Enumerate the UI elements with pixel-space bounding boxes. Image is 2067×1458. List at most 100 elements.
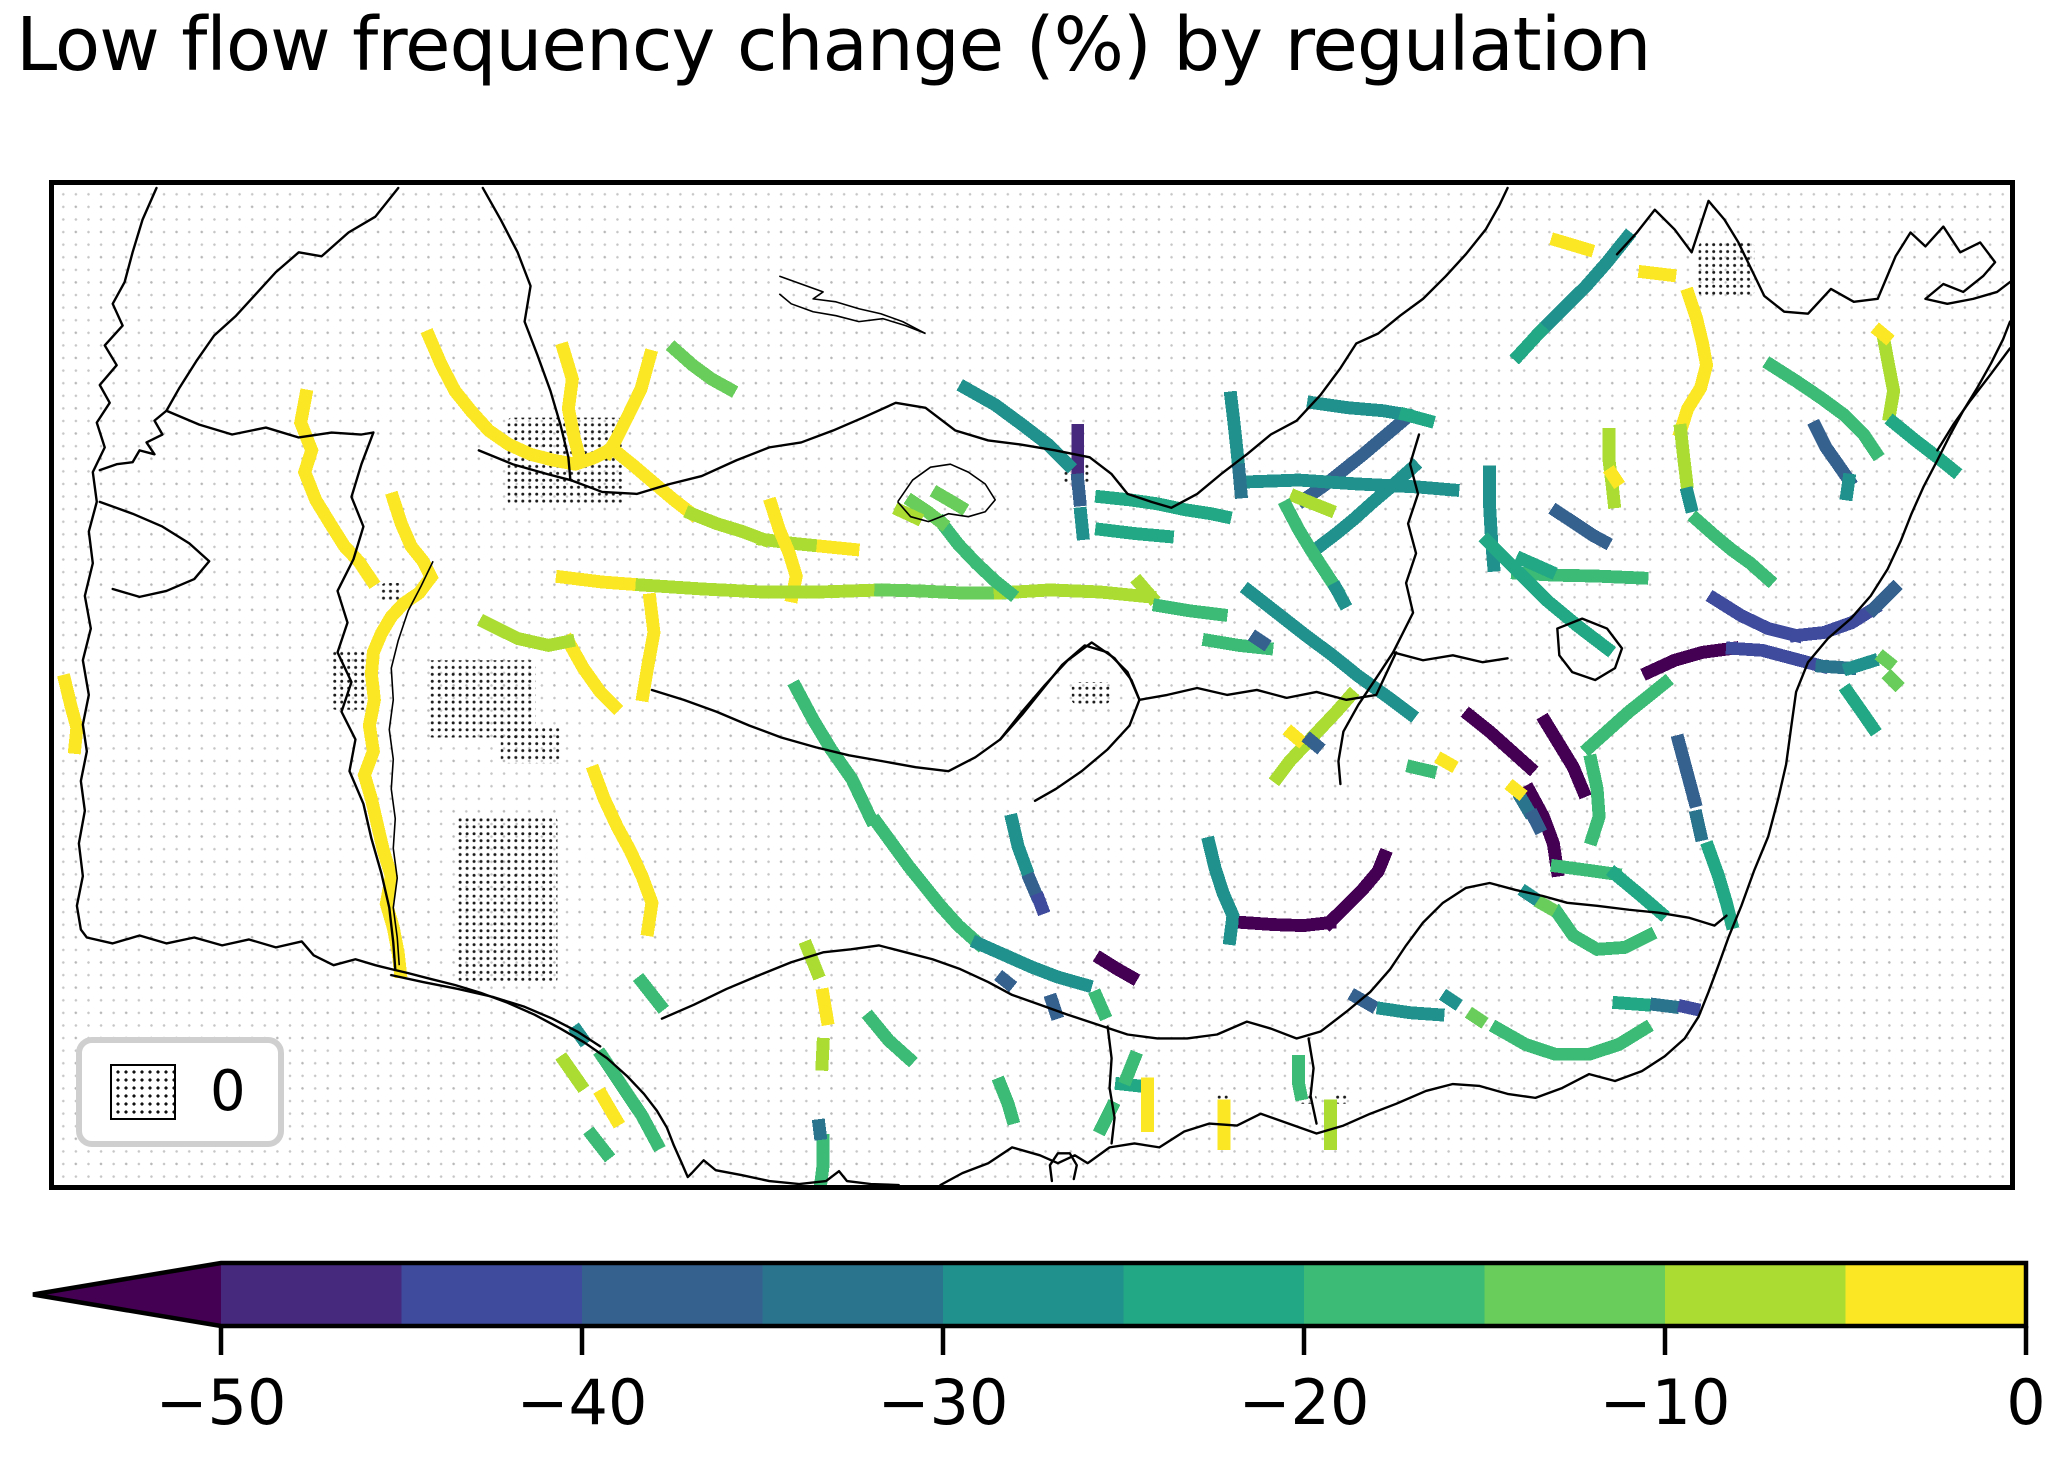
river-segment xyxy=(1070,473,1087,507)
colorbar: −50 −40 −30 −20 −10 0 xyxy=(0,1252,2067,1458)
river-segment xyxy=(1676,999,1702,1017)
river-segment xyxy=(1438,988,1463,1011)
boundary-line xyxy=(1936,347,2010,452)
river-segment xyxy=(1762,356,1885,462)
river-segment xyxy=(603,439,701,523)
river-segment xyxy=(1306,395,1414,423)
river-segment xyxy=(1705,589,1804,644)
river-segment xyxy=(815,987,835,1027)
river-segment xyxy=(1320,847,1393,932)
zero-legend-label: 0 xyxy=(210,1059,246,1124)
colorbar-segment xyxy=(221,1263,403,1326)
river-segment xyxy=(1864,579,1903,618)
river-segment xyxy=(867,813,988,953)
river-segment xyxy=(1223,390,1247,478)
river-segment xyxy=(1510,566,1649,585)
river-segment xyxy=(1231,463,1248,499)
river-segment xyxy=(1612,995,1652,1012)
boundary-line xyxy=(939,320,2010,1185)
river-segment xyxy=(294,388,381,589)
boundary-line xyxy=(390,973,602,1048)
colorbar-segment xyxy=(401,1263,583,1326)
river-segment xyxy=(1807,418,1858,489)
river-segment xyxy=(593,1047,666,1153)
colorbar-segment xyxy=(1304,1263,1486,1326)
river-segment xyxy=(1504,778,1528,801)
river-segment xyxy=(1301,731,1326,755)
boundary-line xyxy=(1307,1037,1318,1125)
river-segment xyxy=(1876,330,1901,423)
river-outline xyxy=(897,463,996,523)
river-segment xyxy=(1282,724,1308,749)
river-segment xyxy=(1870,322,1895,346)
colorbar-tick-label: −20 xyxy=(1239,1366,1370,1439)
river-segment xyxy=(57,673,84,755)
boundary-line xyxy=(98,500,211,599)
river-segment xyxy=(1247,629,1272,652)
river-segment xyxy=(1375,1001,1445,1022)
river-segment xyxy=(929,485,970,516)
stipple-swatch-icon xyxy=(110,1064,176,1120)
river-segment xyxy=(1398,406,1436,429)
river-segment xyxy=(1130,573,1161,606)
stipple-patch xyxy=(457,816,558,984)
boundary-line xyxy=(1337,433,1421,786)
boundary-line xyxy=(1048,1152,1078,1183)
river-segment xyxy=(1788,599,1883,643)
river-segment xyxy=(1513,550,1558,580)
river-segment xyxy=(1673,423,1694,490)
river-segment xyxy=(1679,486,1699,514)
river-segment xyxy=(756,532,831,554)
river-segment xyxy=(477,613,576,652)
river-segment xyxy=(665,340,739,398)
river-segment xyxy=(993,583,1157,604)
stipple-patch xyxy=(381,583,404,603)
stipple-patch xyxy=(1698,242,1755,296)
colorbar-underflow-arrow-icon xyxy=(33,1263,221,1326)
river-outline xyxy=(388,560,434,966)
map-frame: 0 xyxy=(49,180,2015,1190)
river-segment xyxy=(555,341,589,469)
river-segment xyxy=(1649,997,1680,1014)
colorbar-segment xyxy=(762,1263,944,1326)
river-segment xyxy=(1688,809,1709,843)
river-segment xyxy=(1118,1049,1143,1087)
boundary-line xyxy=(1391,651,1509,664)
river-segment xyxy=(1839,472,1857,502)
river-segment xyxy=(1580,673,1674,757)
river-segment xyxy=(1021,871,1045,903)
stipple-patch xyxy=(500,727,563,764)
boundary-line xyxy=(98,186,400,472)
river-segment xyxy=(1460,706,1539,777)
river-segment xyxy=(969,934,1094,993)
stipple-patch xyxy=(1334,1093,1349,1104)
river-segment xyxy=(1548,903,1658,956)
river-segment xyxy=(555,569,649,592)
river-segment xyxy=(1488,1019,1654,1061)
river-segment xyxy=(1672,286,1714,439)
river-outline xyxy=(779,275,926,335)
river-segment xyxy=(1092,1099,1121,1137)
boundary-line xyxy=(477,186,1509,509)
river-segment xyxy=(1874,649,1898,672)
river-segment xyxy=(1524,808,1548,836)
river-segment xyxy=(1092,950,1141,986)
river-segment xyxy=(1550,858,1623,882)
river-segment xyxy=(932,513,1020,602)
colorbar-segment xyxy=(943,1263,1125,1326)
boundary-line xyxy=(481,186,572,482)
river-segment xyxy=(585,763,659,937)
boundary-line xyxy=(1615,199,2010,315)
river-segment xyxy=(1239,581,1420,723)
river-segment xyxy=(635,592,661,703)
boundary-line xyxy=(336,431,397,971)
boundary-line xyxy=(660,881,1728,1040)
river-segment xyxy=(1201,835,1240,946)
river-segment xyxy=(1327,580,1353,611)
colorbar-segment xyxy=(582,1263,764,1326)
river-segment xyxy=(1094,522,1175,544)
river-segment xyxy=(1583,753,1606,847)
river-segment xyxy=(1238,915,1337,933)
river-segment xyxy=(994,970,1018,993)
colorbar-outline xyxy=(32,1260,2029,1329)
